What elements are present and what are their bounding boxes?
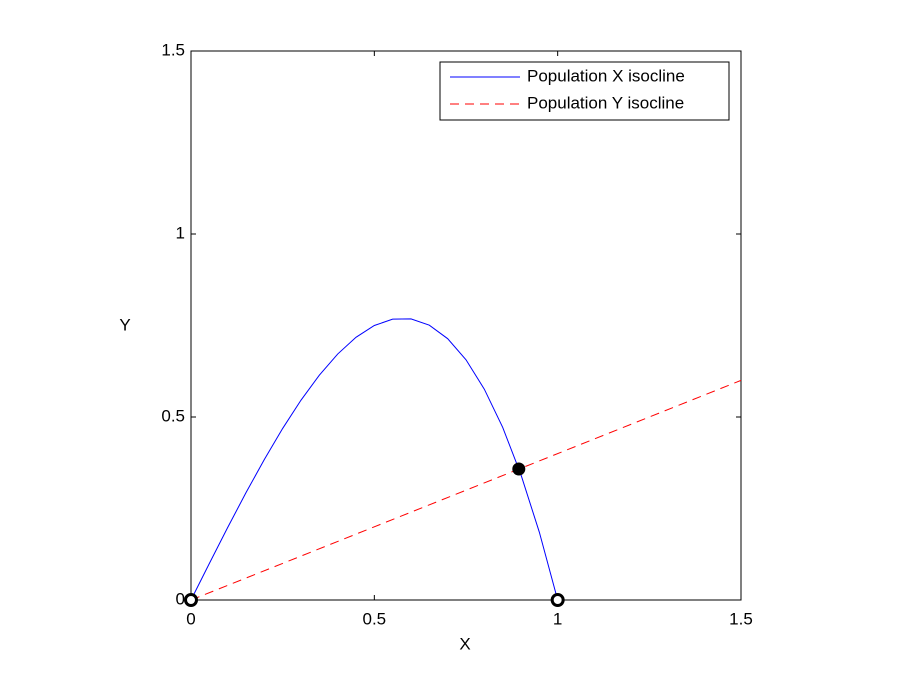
x-tick-label: 1 [553, 609, 562, 628]
series-line [190, 379, 742, 601]
x-tick-label: 0.5 [363, 609, 387, 628]
y-tick-label: 0.5 [161, 406, 185, 425]
y-tick-label: 0 [176, 589, 185, 608]
series-line [190, 318, 559, 601]
x-tick-label: 1.5 [729, 609, 753, 628]
y-axis-label: Y [119, 315, 130, 334]
plot-area [190, 50, 742, 601]
x-axis-label: X [459, 634, 470, 653]
y-tick-label: 1 [176, 223, 185, 242]
equilibrium-point [512, 462, 526, 476]
legend-label: Population X isocline [527, 66, 685, 85]
equilibrium-point [550, 593, 565, 607]
legend-box [439, 61, 730, 121]
y-tick-label: 1.5 [161, 40, 185, 59]
legend-label: Population Y isocline [527, 93, 684, 112]
x-tick-label: 0 [186, 609, 195, 628]
equilibrium-point [184, 593, 198, 607]
